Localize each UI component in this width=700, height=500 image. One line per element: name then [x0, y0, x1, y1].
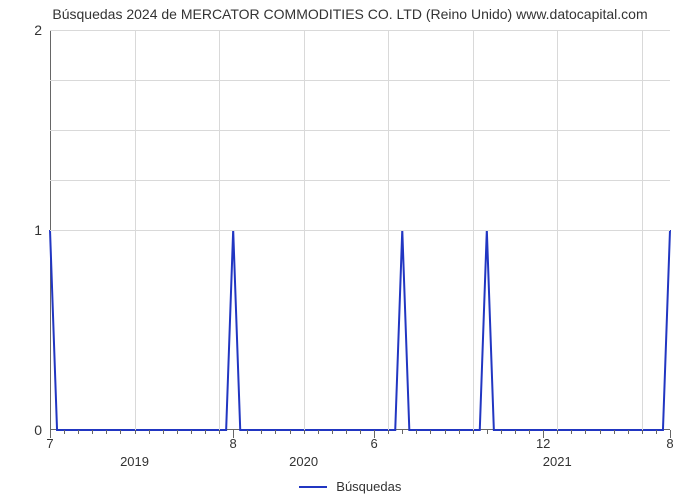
x-tick-minor [430, 430, 431, 434]
x-tick-minor [529, 430, 530, 434]
hgrid [50, 30, 670, 31]
x-tick-minor [459, 430, 460, 434]
x-tick-minor [571, 430, 572, 434]
x-tick-minor [360, 430, 361, 434]
x-tick-minor [92, 430, 93, 434]
x-tick-minor [318, 430, 319, 434]
x-tick-minor [290, 430, 291, 434]
vgrid [219, 30, 220, 430]
x-tick-minor [149, 430, 150, 434]
y-tick-label: 0 [34, 422, 42, 438]
vgrid [473, 30, 474, 430]
x-tick-minor [515, 430, 516, 434]
x-tick-minor [64, 430, 65, 434]
x-tick-minor [402, 430, 403, 434]
x-tick-minor [487, 430, 488, 434]
vgrid [304, 30, 305, 430]
x-tick-minor [346, 430, 347, 434]
x-tick-minor [261, 430, 262, 434]
vgrid [557, 30, 558, 430]
legend: Búsquedas [0, 478, 700, 494]
x-tick-minor [388, 430, 389, 434]
x-tick-minor [416, 430, 417, 434]
x-tick-minor [247, 430, 248, 434]
x-tick-minor [177, 430, 178, 434]
x-tick-minor [614, 430, 615, 434]
x-tick-label: 8 [230, 436, 237, 451]
vgrid [642, 30, 643, 430]
x-year-label: 2021 [543, 454, 572, 469]
x-tick-label: 8 [666, 436, 673, 451]
x-tick-minor [445, 430, 446, 434]
x-tick-label: 12 [536, 436, 550, 451]
x-tick-minor [656, 430, 657, 434]
y-tick-label: 1 [34, 222, 42, 238]
hgrid-minor [50, 130, 670, 131]
legend-swatch [299, 486, 327, 488]
x-year-label: 2020 [289, 454, 318, 469]
x-tick-minor [205, 430, 206, 434]
x-tick-minor [304, 430, 305, 434]
hgrid-minor [50, 80, 670, 81]
legend-label: Búsquedas [336, 479, 401, 494]
x-tick-minor [628, 430, 629, 434]
x-year-label: 2019 [120, 454, 149, 469]
hgrid-minor [50, 180, 670, 181]
x-tick-minor [120, 430, 121, 434]
x-tick-label: 7 [46, 436, 53, 451]
vgrid [388, 30, 389, 430]
vgrid [135, 30, 136, 430]
x-tick-minor [332, 430, 333, 434]
x-tick-minor [501, 430, 502, 434]
x-tick-minor [106, 430, 107, 434]
x-tick-label: 6 [370, 436, 377, 451]
x-tick-minor [642, 430, 643, 434]
x-tick-minor [473, 430, 474, 434]
chart-title: Búsquedas 2024 de MERCATOR COMMODITIES C… [0, 6, 700, 22]
x-tick-minor [163, 430, 164, 434]
chart-container: Búsquedas 2024 de MERCATOR COMMODITIES C… [0, 0, 700, 500]
x-tick-minor [600, 430, 601, 434]
x-tick-minor [275, 430, 276, 434]
x-tick-minor [78, 430, 79, 434]
x-tick-minor [191, 430, 192, 434]
chart-area: 012786128201920202021 [50, 30, 670, 430]
x-tick-minor [135, 430, 136, 434]
x-tick-minor [585, 430, 586, 434]
x-tick-minor [219, 430, 220, 434]
hgrid [50, 230, 670, 231]
y-tick-label: 2 [34, 22, 42, 38]
x-tick-minor [557, 430, 558, 434]
